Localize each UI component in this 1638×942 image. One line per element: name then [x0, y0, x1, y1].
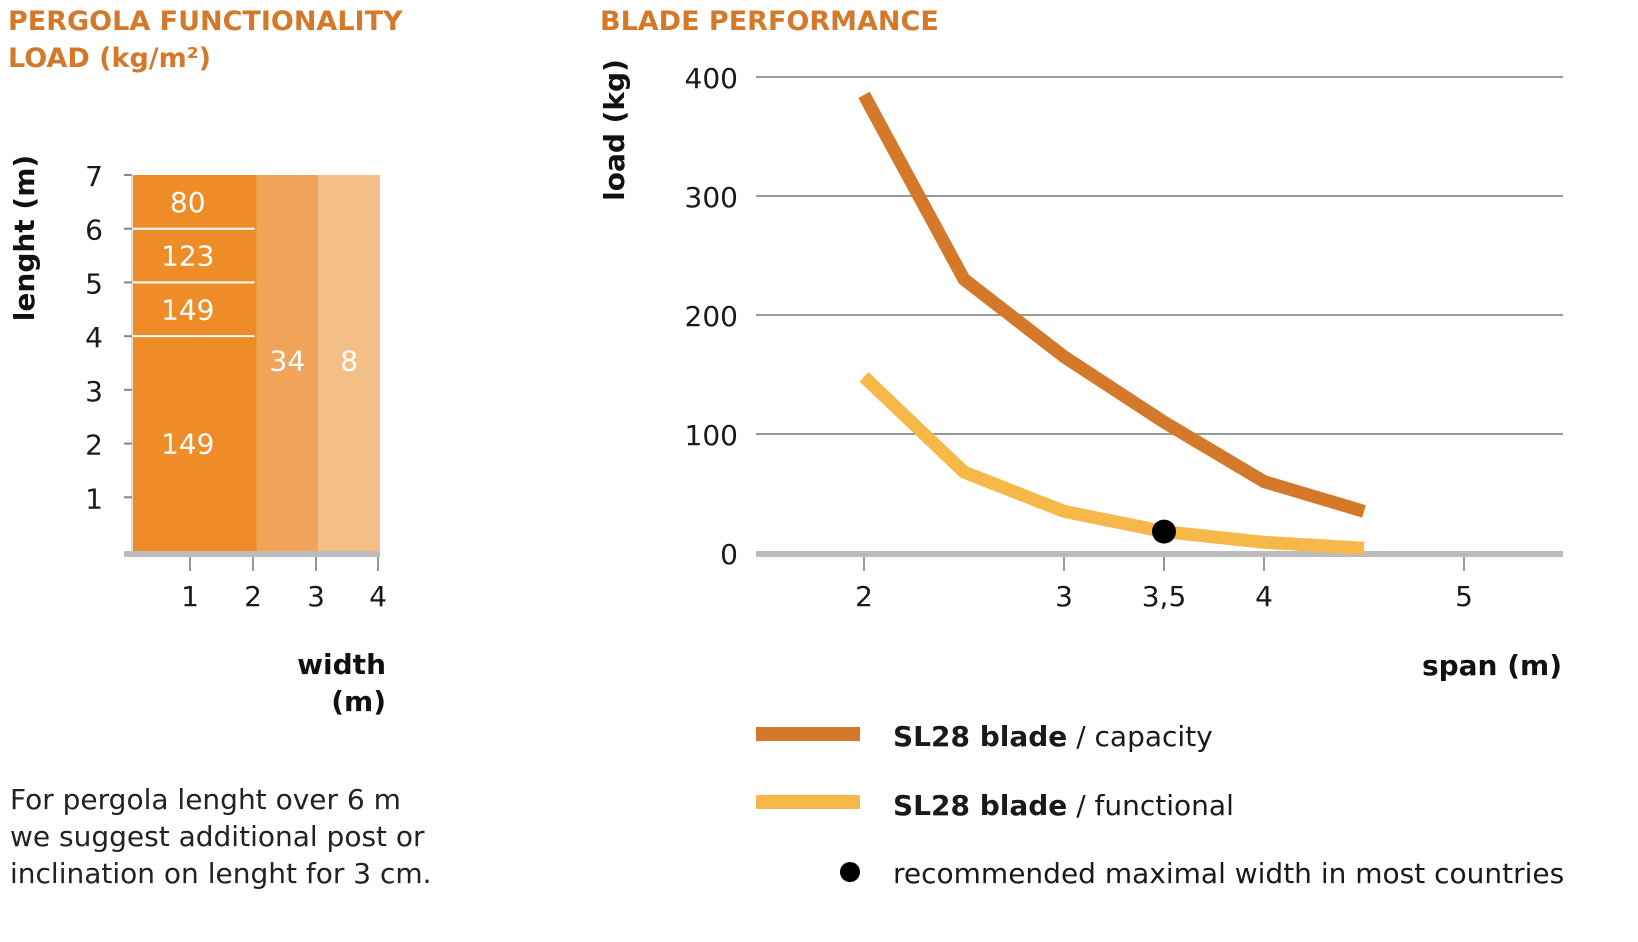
- blade-title: BLADE PERFORMANCE: [600, 6, 939, 37]
- legend-label-marker: recommended maximal width in most countr…: [893, 857, 1564, 890]
- legend-bold-functional: SL28 blade: [893, 789, 1067, 822]
- blade-legend: SL28 blade / capacity SL28 blade / funct…: [756, 720, 1564, 890]
- pergola-x-tick-label-4: 4: [369, 580, 387, 613]
- pergola-x-tick-label-2: 2: [244, 580, 262, 613]
- pergola-cell-2: [133, 282, 257, 337]
- blade-x-tick-label-3,5: 3,5: [1142, 580, 1187, 613]
- pergola-x-axis-title-line2: (m): [331, 685, 386, 718]
- legend-rest-functional: / functional: [1067, 789, 1234, 822]
- pergola-cells: 80 123 149 149 34 8: [133, 175, 380, 551]
- pergola-y-tick-label-7: 7: [85, 160, 103, 193]
- blade-x-tick-label-5: 5: [1455, 580, 1473, 613]
- pergola-load-chart: PERGOLA FUNCTIONALITY LOAD (kg/m²) lengh…: [8, 6, 403, 718]
- legend-swatch-capacity: [756, 727, 860, 741]
- legend-label-functional: SL28 blade / functional: [893, 789, 1234, 822]
- pergola-y-tick-label-6: 6: [85, 214, 103, 247]
- blade-series-line-capacity: [858, 91, 1366, 518]
- pergola-x-tick-label-3: 3: [307, 580, 325, 613]
- pergola-cell-0: [133, 175, 257, 229]
- pergola-y-tick-label-4: 4: [85, 321, 103, 354]
- blade-y-tick-label-300: 300: [685, 181, 738, 214]
- blade-x-tick-label-2: 2: [855, 580, 873, 613]
- blade-recommended-marker: [1152, 519, 1176, 544]
- pergola-cell-value-4: 34: [270, 344, 306, 377]
- legend-rest-capacity: / capacity: [1067, 720, 1212, 753]
- pergola-cell-1: [133, 228, 257, 283]
- pergola-cell-5: [318, 175, 380, 551]
- legend-label-capacity: SL28 blade / capacity: [893, 720, 1213, 753]
- pergola-cell-value-2: 149: [161, 293, 214, 326]
- note-line-2: we suggest additional post or: [10, 820, 425, 853]
- pergola-note: For pergola lenght over 6 m we suggest a…: [10, 783, 432, 890]
- blade-x-axis-title: span (m): [1422, 649, 1562, 682]
- blade-x-tick-label-3: 3: [1055, 580, 1073, 613]
- blade-y-tick-label-200: 200: [685, 300, 738, 333]
- blade-series: [858, 91, 1366, 555]
- pergola-y-tick-label-3: 3: [85, 375, 103, 408]
- pergola-title-line2: LOAD (kg/m²): [8, 43, 211, 74]
- note-line-1: For pergola lenght over 6 m: [10, 783, 401, 816]
- blade-performance-chart: BLADE PERFORMANCE load (kg) 0 100 200 300 40…: [598, 6, 1563, 682]
- blade-y-tick-label-0: 0: [720, 538, 738, 571]
- blade-y-axis-title: load (kg): [598, 59, 631, 201]
- pergola-cell-4: [256, 175, 319, 551]
- note-line-3: inclination on lenght for 3 cm.: [10, 857, 432, 890]
- pergola-y-tick-label-2: 2: [85, 429, 103, 462]
- legend-bold-capacity: SL28 blade: [893, 720, 1067, 753]
- blade-ticks: 0 100 200 300 400 2 3 3,5 4 5: [685, 62, 1473, 613]
- blade-y-tick-label-400: 400: [685, 62, 738, 95]
- pergola-cell-value-1: 123: [161, 240, 214, 273]
- pergola-y-axis-title: lenght (m): [8, 155, 41, 321]
- legend-swatch-functional: [756, 795, 860, 809]
- pergola-cell-3: [133, 336, 257, 551]
- legend-marker-dot: [840, 862, 860, 882]
- blade-x-tick-label-4: 4: [1255, 580, 1273, 613]
- pergola-x-tick-label-1: 1: [181, 580, 199, 613]
- blade-grid: [756, 76, 1563, 557]
- pergola-cell-value-5: 8: [340, 344, 358, 377]
- blade-y-tick-label-100: 100: [685, 419, 738, 452]
- pergola-title-line1: PERGOLA FUNCTIONALITY: [8, 6, 403, 37]
- pergola-cell-value-0: 80: [170, 186, 206, 219]
- pergola-cell-value-3: 149: [161, 428, 214, 461]
- pergola-y-tick-label-5: 5: [85, 267, 103, 300]
- blade-series-line-functional: [859, 372, 1365, 555]
- pergola-y-tick-label-1: 1: [85, 482, 103, 515]
- pergola-x-axis-title-line1: width: [297, 648, 386, 681]
